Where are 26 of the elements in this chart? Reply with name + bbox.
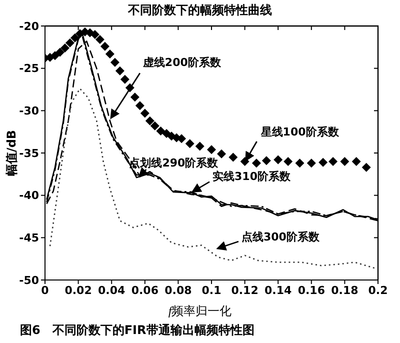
y-tick-label: -50	[19, 274, 40, 287]
x-tick-label: 0.2	[368, 284, 388, 297]
caption: 图6 不同阶数下的FIR带通输出幅频特性图	[19, 322, 256, 339]
y-tick-label: -30	[19, 104, 40, 118]
x-tick-label: 0.1	[202, 284, 222, 297]
y-tick-label: -45	[19, 232, 39, 245]
chart-title: 不同阶数下的幅频特性曲线	[126, 2, 273, 19]
x-tick-label: 0	[41, 284, 50, 297]
y-tick-label: -25	[19, 62, 39, 76]
annotation: 点线300阶系数	[241, 230, 320, 244]
y-tick-label: -40	[19, 189, 40, 202]
x-tick-label: 0.16	[298, 284, 326, 297]
x-tick-label: 0.18	[331, 284, 358, 297]
x-tick-label: 0.04	[98, 284, 126, 297]
y-tick-label: -35	[19, 146, 39, 160]
y-tick-label: -20	[19, 20, 40, 33]
y-axis-title: 幅值/dB	[4, 130, 18, 176]
x-tick-label: 0.12	[231, 284, 258, 297]
x-tick-label: 0.14	[264, 284, 292, 297]
annotation: 虚线200阶系数	[142, 56, 222, 70]
annotation: 星线100阶系数	[260, 125, 340, 138]
x-tick-label: 0.06	[131, 284, 159, 297]
x-axis-title: f频率归一化	[167, 303, 233, 320]
x-tick-label: 0.02	[64, 284, 92, 297]
x-tick-label: 0.08	[164, 284, 192, 297]
annotation: 实线310阶系数	[212, 170, 292, 183]
